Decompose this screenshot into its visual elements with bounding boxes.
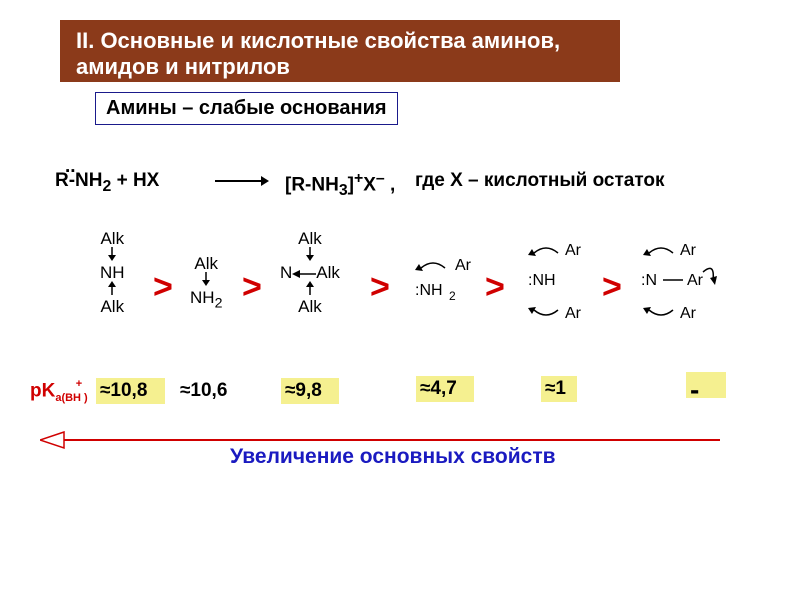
eq-rhs-x: X — [363, 174, 376, 195]
svg-text::N: :N — [641, 272, 657, 289]
arrow-down-icon — [300, 247, 320, 261]
arrow-up-icon — [300, 281, 320, 295]
gt-sign-2: > — [370, 268, 390, 307]
gt-sign-1: > — [242, 268, 262, 307]
pka-label-sub: a(BH ) — [55, 392, 87, 404]
eq-rhs: ][R-NH3]+X– , — [285, 170, 395, 200]
bottom-label: Увеличение основных свойств — [230, 445, 556, 469]
mol0-alk-bot: Alk — [100, 298, 125, 315]
eq-where: где X – кислотный остаток — [415, 170, 665, 192]
svg-text:Ar: Ar — [565, 242, 582, 259]
mol0-alk-top: Alk — [100, 230, 125, 247]
structure-triaryl-amine: Ar :N Ar Ar — [635, 240, 745, 335]
svg-text:Ar: Ar — [565, 305, 582, 322]
pka-val-2: ≈9,8 — [285, 380, 322, 402]
eq-lhs-text: R-NH — [55, 170, 103, 191]
eq-plus: + HX — [111, 170, 159, 191]
eq-lhs: R-NH2 + HX — [55, 170, 159, 196]
pka-label-sup: + — [76, 378, 82, 390]
svg-text:Ar: Ar — [680, 305, 697, 322]
structure-alkyl-amine: Alk NH2 — [190, 255, 222, 311]
mol2-alk-bot: Alk — [280, 298, 340, 315]
mol2-alk-top: Alk — [280, 230, 340, 247]
structure-trialkyl-amine: Alk NAlk Alk — [280, 230, 340, 315]
pka-val-1: ≈10,6 — [180, 380, 227, 402]
gt-sign-3: > — [485, 268, 505, 307]
mol1-nh2: NH2 — [190, 289, 222, 311]
eq-rhs-supminus: – — [376, 170, 385, 187]
subtitle-box: Амины – слабые основания — [95, 92, 398, 125]
eq-sub2: 2 — [103, 178, 112, 195]
arrow-down-icon — [196, 272, 216, 286]
pka-val-4: ≈1 — [545, 378, 566, 400]
arrow-left-icon — [292, 269, 316, 279]
arrow-down-icon — [102, 247, 122, 261]
svg-text::NH: :NH — [528, 272, 556, 289]
pka-label: pKa(BH ) + — [30, 380, 94, 404]
subtitle-text: Амины – слабые основания — [106, 97, 387, 119]
structure-dialkyl-amine: Alk NH Alk — [100, 230, 125, 315]
gt-sign-0: > — [153, 268, 173, 307]
mol3-svg: Ar :NH 2 — [405, 250, 485, 320]
eq-comma: , — [385, 174, 396, 195]
mol5-svg: Ar :N Ar Ar — [635, 240, 745, 330]
pka-label-text: pK — [30, 380, 55, 401]
eq-rhs-sub3: 3 — [339, 182, 348, 199]
pka-val-0: ≈10,8 — [100, 380, 147, 402]
structure-aryl-amine: Ar :NH 2 — [405, 250, 485, 325]
svg-text:Ar: Ar — [680, 242, 697, 259]
svg-text:Ar: Ar — [687, 272, 704, 289]
pka-val-3: ≈4,7 — [420, 378, 457, 400]
svg-text:2: 2 — [449, 289, 456, 303]
reaction-arrow-icon — [215, 174, 269, 188]
arrow-up-icon — [102, 281, 122, 295]
svg-text::NH: :NH — [415, 282, 443, 299]
header-text: II. Основные и кислотные свойства аминов… — [76, 28, 560, 79]
header-box: II. Основные и кислотные свойства аминов… — [60, 20, 620, 82]
mol1-alk: Alk — [190, 255, 222, 272]
mol4-svg: Ar :NH Ar — [520, 240, 600, 330]
mol0-nh: NH — [100, 264, 125, 281]
mol2-n-row: NAlk — [280, 264, 340, 281]
pka-val-5: - — [690, 374, 699, 406]
structure-diaryl-amine: Ar :NH Ar — [520, 240, 600, 335]
eq-rhs-sup: + — [354, 170, 363, 187]
svg-text:Ar: Ar — [455, 257, 472, 274]
gt-sign-4: > — [602, 268, 622, 307]
